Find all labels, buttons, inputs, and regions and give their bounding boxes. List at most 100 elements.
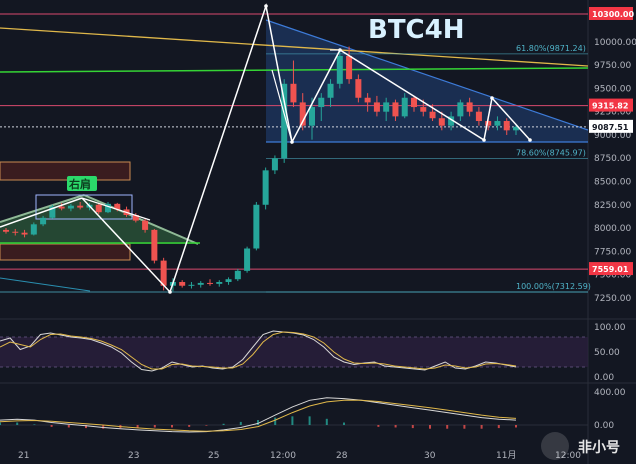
candle-body[interactable] [105, 203, 111, 213]
candle-body[interactable] [299, 102, 306, 126]
candle[interactable] [355, 74, 362, 103]
candle-body[interactable] [244, 248, 251, 271]
candle-body[interactable] [383, 102, 390, 112]
candle[interactable] [281, 79, 288, 163]
candle-body[interactable] [40, 217, 47, 225]
candle-body[interactable] [281, 83, 288, 159]
candle[interactable] [77, 201, 84, 210]
candle-body[interactable] [216, 282, 223, 284]
candle[interactable] [262, 167, 269, 210]
candle[interactable] [197, 281, 204, 288]
candle[interactable] [438, 111, 445, 131]
candle-body[interactable] [95, 204, 102, 213]
candle[interactable] [188, 282, 195, 289]
candle-body[interactable] [355, 79, 362, 98]
candle[interactable] [364, 93, 371, 112]
candle[interactable] [67, 203, 74, 212]
candle[interactable] [207, 279, 213, 286]
candle-body[interactable] [485, 121, 492, 126]
candle-body[interactable] [336, 55, 343, 84]
candle-body[interactable] [364, 97, 371, 103]
candle-body[interactable] [466, 102, 473, 112]
candle-body[interactable] [77, 205, 84, 208]
candle[interactable] [142, 218, 149, 233]
candle-body[interactable] [475, 111, 482, 122]
candle[interactable] [12, 228, 19, 236]
candle[interactable] [95, 203, 102, 215]
candle[interactable] [513, 123, 519, 135]
candle[interactable] [253, 201, 260, 251]
candle[interactable] [401, 93, 408, 119]
candle-body[interactable] [151, 229, 158, 261]
candle[interactable] [448, 111, 455, 131]
candle[interactable] [271, 155, 278, 175]
candle[interactable] [383, 97, 390, 122]
candle-body[interactable] [30, 224, 37, 235]
candle-body[interactable] [503, 121, 510, 131]
candle[interactable] [373, 95, 380, 117]
candle[interactable] [40, 215, 47, 227]
candle[interactable] [105, 201, 111, 214]
candle[interactable] [392, 99, 399, 122]
candle-body[interactable] [253, 204, 260, 249]
candle-body[interactable] [197, 282, 204, 285]
candle[interactable] [457, 99, 464, 122]
candle-layer[interactable] [3, 46, 519, 292]
candle-body[interactable] [290, 83, 297, 103]
candle-body[interactable] [132, 215, 139, 221]
candle-body[interactable] [429, 111, 436, 119]
candle[interactable] [318, 93, 325, 122]
candle-body[interactable] [448, 116, 455, 126]
candle[interactable] [299, 93, 306, 131]
candle[interactable] [234, 268, 241, 282]
candle-body[interactable] [21, 232, 28, 235]
candle-body[interactable] [438, 118, 445, 126]
candle[interactable] [21, 229, 28, 238]
candle-body[interactable] [207, 282, 213, 284]
candle[interactable] [151, 228, 158, 264]
candle[interactable] [494, 116, 501, 131]
candle-body[interactable] [401, 97, 408, 117]
candle-body[interactable] [225, 279, 232, 283]
candle-body[interactable] [58, 206, 65, 209]
candle-body[interactable] [3, 229, 9, 232]
candle-body[interactable] [160, 260, 167, 286]
candle-body[interactable] [271, 158, 278, 171]
candle-body[interactable] [142, 220, 149, 230]
candle-body[interactable] [373, 102, 380, 112]
candle-body[interactable] [309, 107, 315, 126]
candle-body[interactable] [179, 282, 186, 286]
candle-body[interactable] [494, 121, 501, 126]
candle[interactable] [244, 246, 251, 273]
candle-body[interactable] [262, 170, 269, 205]
candle[interactable] [475, 107, 482, 126]
candle-body[interactable] [392, 102, 399, 117]
candle-body[interactable] [420, 107, 427, 112]
candle-body[interactable] [49, 206, 56, 218]
candle[interactable] [466, 97, 473, 117]
candle-body[interactable] [513, 126, 519, 131]
candle[interactable] [49, 204, 56, 219]
candle-body[interactable] [457, 102, 464, 117]
candle-body[interactable] [12, 231, 19, 233]
candle-body[interactable] [318, 97, 325, 108]
candle-body[interactable] [327, 83, 334, 98]
candle[interactable] [503, 118, 510, 135]
candle[interactable] [30, 222, 37, 236]
candle-body[interactable] [114, 203, 121, 210]
candle[interactable] [3, 228, 9, 234]
candle-body[interactable] [411, 97, 417, 108]
candle[interactable] [336, 51, 343, 89]
candle[interactable] [216, 280, 223, 287]
candle[interactable] [327, 79, 334, 108]
candle[interactable] [58, 202, 65, 211]
candle[interactable] [132, 213, 139, 223]
candle[interactable] [411, 95, 417, 112]
candle[interactable] [179, 280, 186, 288]
candle-body[interactable] [188, 284, 195, 286]
candle-body[interactable] [67, 205, 74, 209]
candle[interactable] [290, 60, 297, 108]
candle[interactable] [225, 277, 232, 285]
candle[interactable] [346, 46, 353, 84]
